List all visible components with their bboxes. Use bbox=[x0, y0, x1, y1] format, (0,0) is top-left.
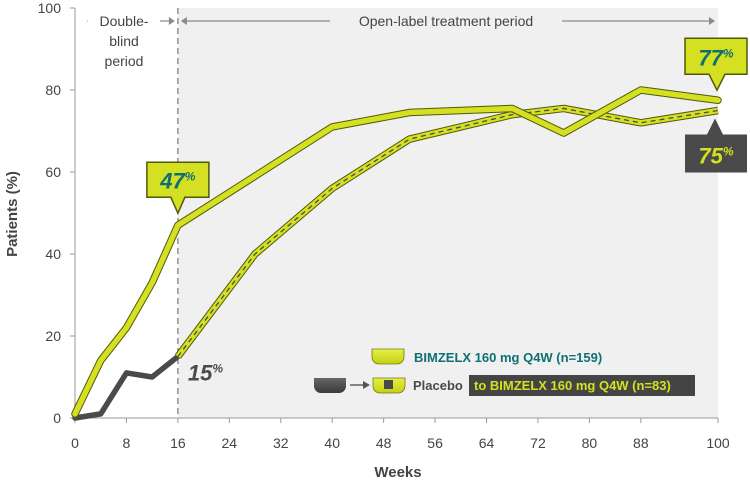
x-tick-label-56: 56 bbox=[427, 435, 443, 451]
x-tick-label-88: 88 bbox=[633, 435, 649, 451]
y-tick-label-0: 0 bbox=[53, 410, 61, 426]
legend: BIMZELX 160 mg Q4W (n=159) Placebo to BI… bbox=[314, 348, 695, 396]
y-axis-title: Patients (%) bbox=[4, 171, 21, 257]
x-tick-label-8: 8 bbox=[123, 435, 131, 451]
callout-placebo-week16-text: 15% bbox=[188, 361, 223, 386]
callout-bimzelx-week100-text: 77% bbox=[698, 45, 733, 70]
legend-swatch-switch-marker bbox=[384, 380, 393, 389]
x-tick-label-48: 48 bbox=[376, 435, 392, 451]
legend-label-placebo: Placebo bbox=[413, 378, 463, 393]
callout-switch-week100-text: 75% bbox=[698, 144, 733, 169]
series-bimzelx-line bbox=[72, 87, 721, 417]
period-label-db-2: blind bbox=[109, 33, 139, 49]
double-blind-arrow-head-right bbox=[168, 17, 175, 25]
y-tick-label-40: 40 bbox=[45, 246, 61, 262]
y-tick-label-60: 60 bbox=[45, 164, 61, 180]
series-switch-dash bbox=[177, 107, 719, 357]
y-tick-label-80: 80 bbox=[45, 82, 61, 98]
x-tick-label-16: 16 bbox=[170, 435, 186, 451]
x-tick-label-64: 64 bbox=[479, 435, 495, 451]
legend-highlight bbox=[469, 375, 695, 396]
x-tick-label-72: 72 bbox=[530, 435, 546, 451]
callout-bimzelx-week100-box bbox=[684, 37, 748, 92]
double-blind-text-bg bbox=[88, 12, 160, 30]
legend-label-switch: to BIMZELX 160 mg Q4W (n=83) bbox=[474, 378, 671, 393]
period-label-open: Open-label treatment period bbox=[359, 13, 533, 29]
legend-swatch-bimzelx bbox=[371, 348, 405, 365]
open-label-arrow-head-right bbox=[709, 17, 715, 25]
x-tick-label-0: 0 bbox=[71, 435, 79, 451]
x-axis-title: Weeks bbox=[374, 464, 421, 481]
open-label-region bbox=[177, 8, 718, 418]
callout-bimzelx-week16-box bbox=[146, 161, 210, 216]
x-tick-label-40: 40 bbox=[324, 435, 340, 451]
callout-bimzelx-week16-text: 47% bbox=[159, 168, 195, 193]
callout-placebo-week16: 15% bbox=[188, 361, 223, 386]
period-label-db-3: period bbox=[105, 53, 144, 69]
period-label-db-1: Double- bbox=[99, 13, 148, 29]
x-tick-label-24: 24 bbox=[222, 435, 238, 451]
x-tick-label-80: 80 bbox=[582, 435, 598, 451]
legend-swatch-placebo bbox=[314, 378, 346, 393]
y-tick-label-100: 100 bbox=[38, 0, 62, 16]
open-label-arrow-head-left bbox=[180, 17, 187, 25]
callout-switch-week100-box bbox=[685, 118, 747, 173]
legend-label-bimzelx: BIMZELX 160 mg Q4W (n=159) bbox=[414, 350, 602, 365]
callout-bimzelx-week100: 77% bbox=[684, 37, 748, 92]
open-label-text-bg bbox=[330, 12, 562, 30]
x-tick-label-100: 100 bbox=[706, 435, 730, 451]
legend-arrow-head bbox=[363, 381, 370, 389]
callout-switch-week100: 75% bbox=[685, 118, 747, 173]
y-tick-label-20: 20 bbox=[45, 328, 61, 344]
series-placebo-line bbox=[72, 353, 181, 421]
x-tick-label-32: 32 bbox=[273, 435, 289, 451]
callout-bimzelx-week16: 47% bbox=[146, 161, 210, 216]
